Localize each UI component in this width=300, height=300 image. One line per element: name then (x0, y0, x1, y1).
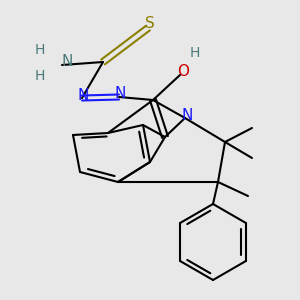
Text: N: N (61, 55, 73, 70)
Text: O: O (177, 64, 189, 80)
Text: N: N (114, 86, 126, 101)
Text: S: S (145, 16, 155, 31)
Text: H: H (35, 43, 45, 57)
Text: H: H (190, 46, 200, 60)
Text: N: N (77, 88, 89, 103)
Text: N: N (181, 107, 193, 122)
Text: H: H (35, 69, 45, 83)
